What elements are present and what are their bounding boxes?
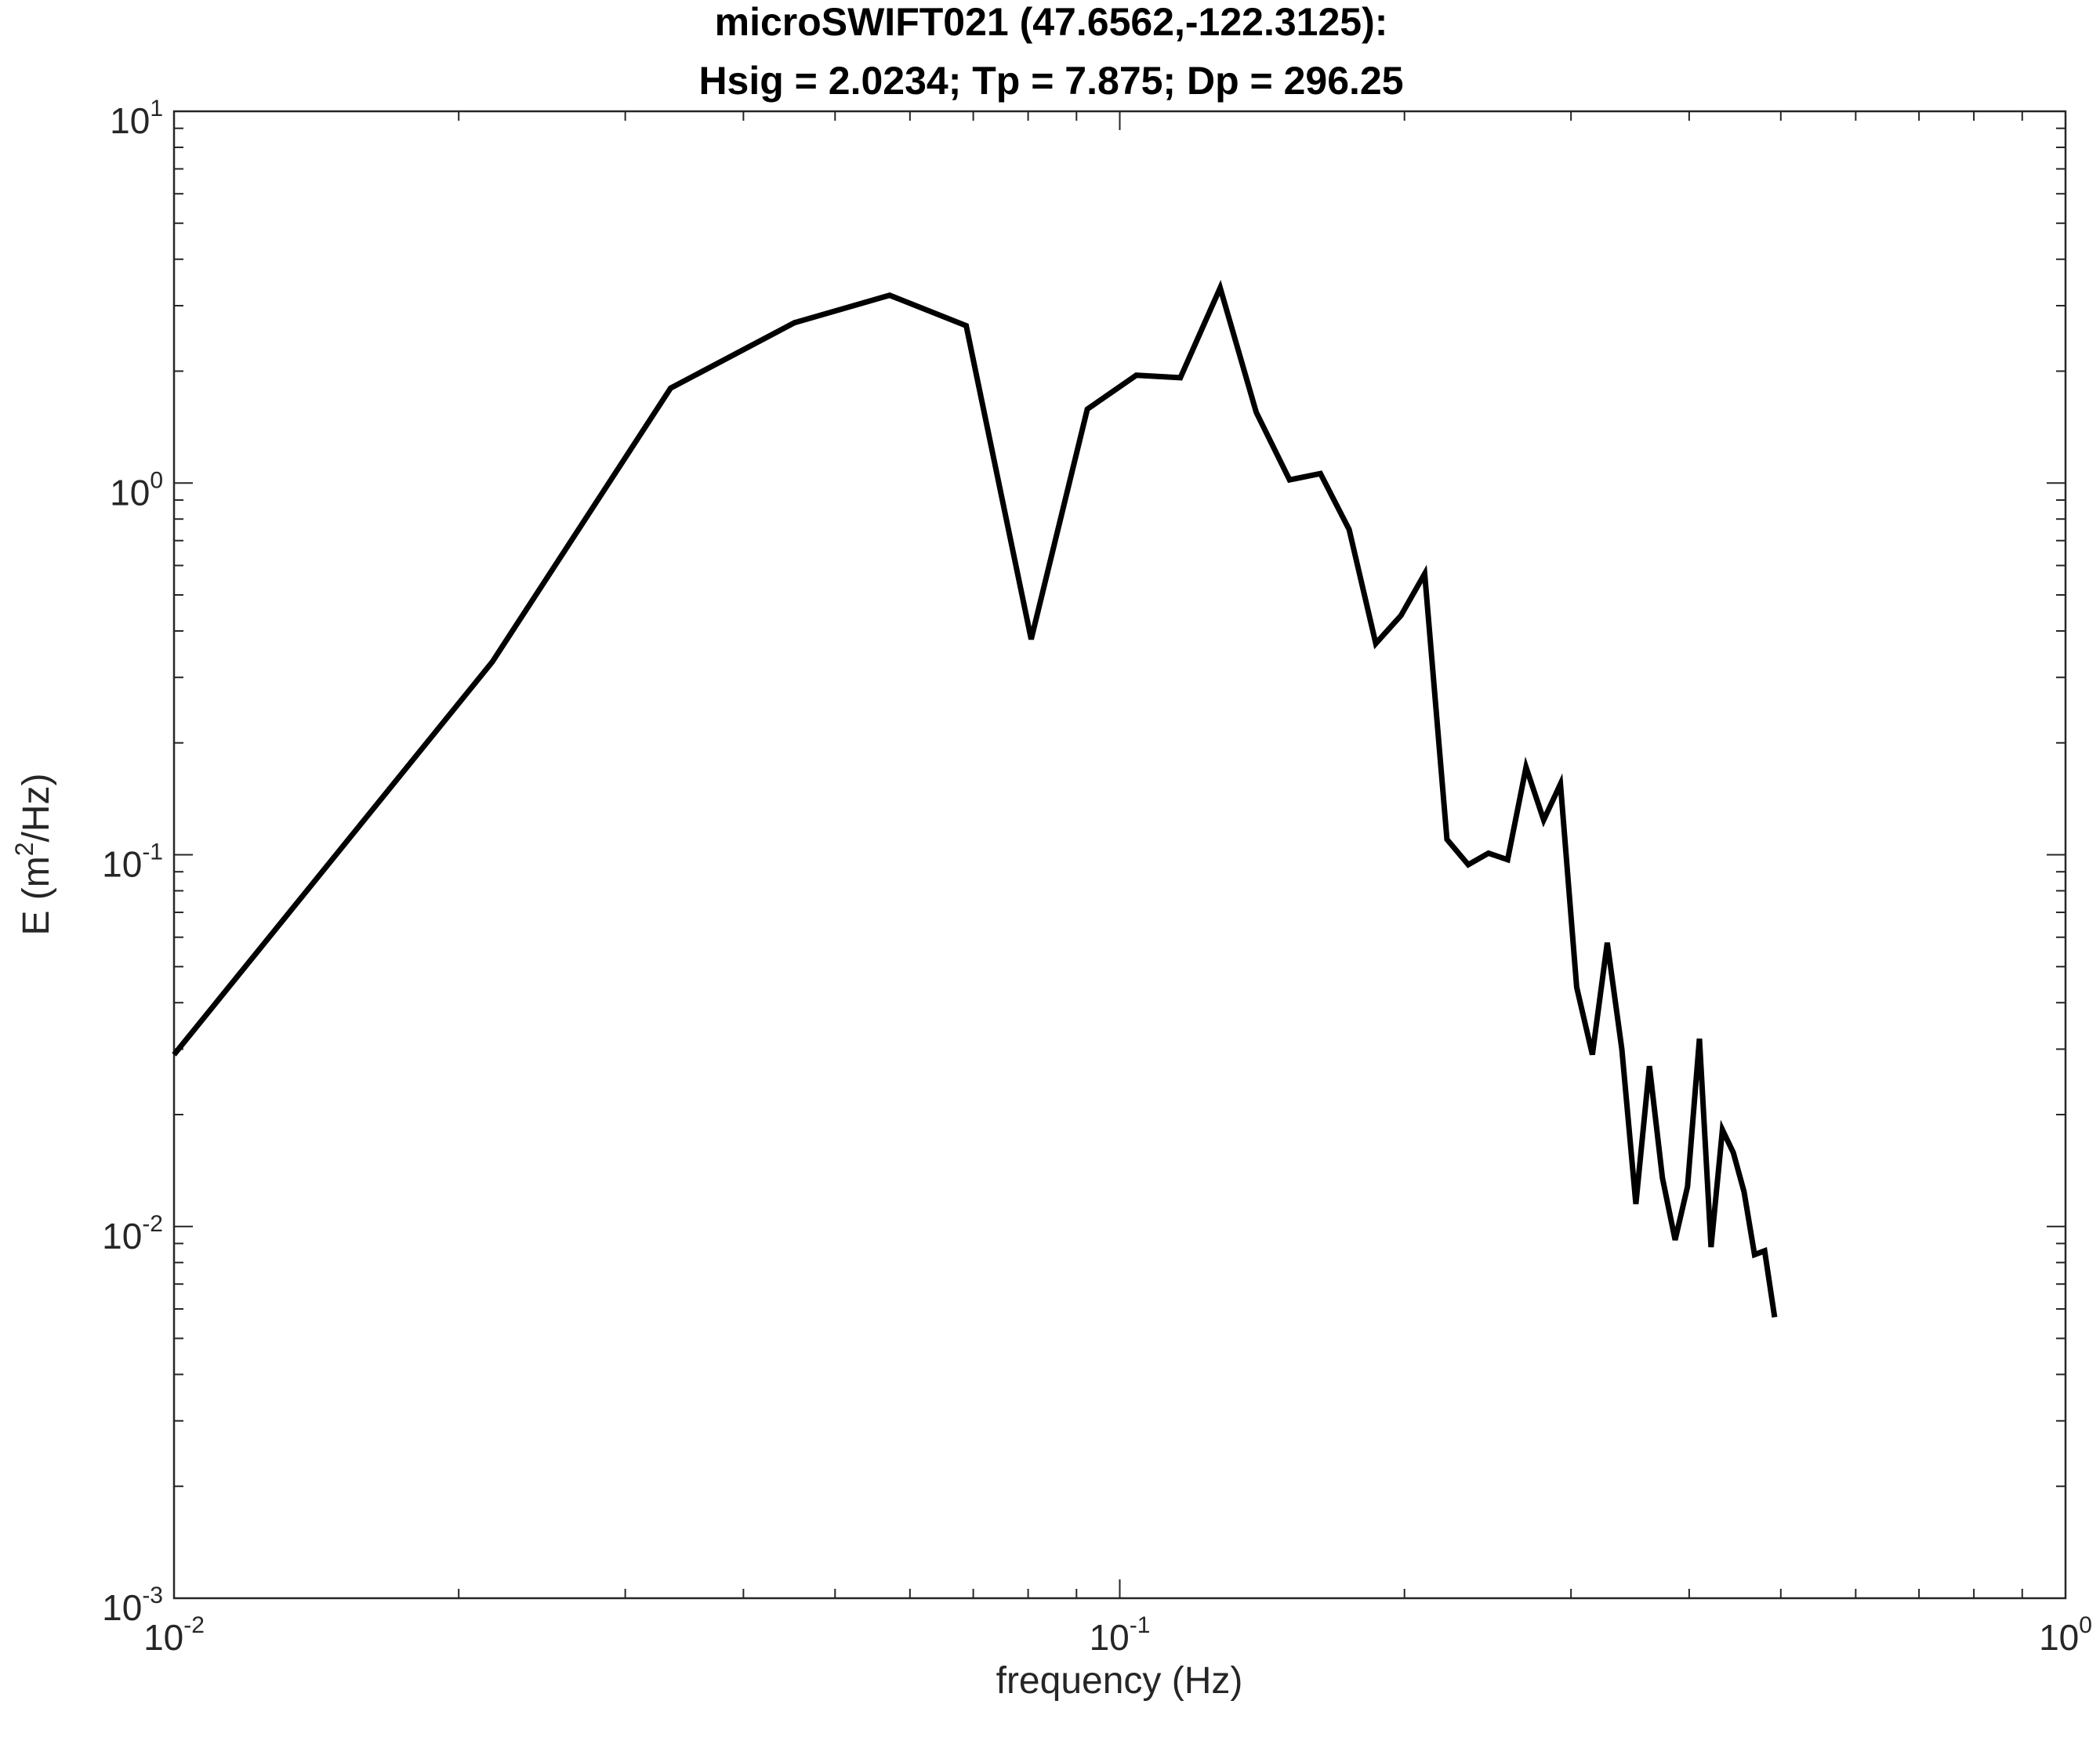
y-tick-label: 10-3 — [102, 1583, 163, 1628]
x-axis-label: frequency (Hz) — [996, 1660, 1243, 1702]
y-axis-label-exp: 2 — [10, 842, 38, 856]
y-tick-label: 100 — [110, 467, 163, 513]
chart-title-line-1: microSWIFT021 (47.6562,-122.3125): — [715, 0, 1388, 44]
energy-spectrum-line — [172, 280, 1778, 1318]
y-axis-label-base: E (m — [16, 856, 57, 935]
y-axis-label: E (m2/Hz) — [10, 773, 57, 935]
y-tick-label: 101 — [110, 96, 163, 141]
x-tick-labels: 10-2 10-1 100 — [143, 1612, 2092, 1658]
y-tick-label: 10-2 — [102, 1211, 163, 1256]
y-tick-label: 10-1 — [102, 839, 163, 885]
x-tick-label: 10-1 — [1090, 1612, 1151, 1658]
y-axis-label-unit: /Hz) — [16, 773, 57, 842]
x-tick-label: 10-2 — [143, 1612, 205, 1658]
x-tick-label: 100 — [2039, 1612, 2092, 1658]
plot-area — [172, 110, 2067, 1600]
chart-title-line-2: Hsig = 2.0234; Tp = 7.875; Dp = 296.25 — [698, 59, 1403, 103]
y-tick-labels: 10-3 10-2 10-1 100 101 — [102, 96, 163, 1628]
